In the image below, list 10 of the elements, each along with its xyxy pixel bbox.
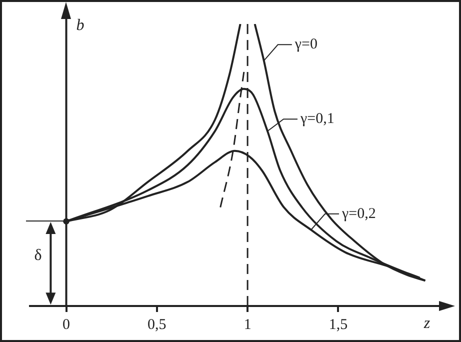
x-tick-label: 0 [62, 316, 70, 333]
x-axis-title: z [422, 315, 431, 332]
legend-label: γ=0 [294, 36, 318, 53]
x-tick-label: 1,5 [328, 316, 348, 333]
legend-label: γ=0,1 [300, 111, 334, 128]
y-axis-title: b [76, 17, 84, 34]
x-tick-label: 0,5 [148, 316, 166, 333]
x-tick-label: 1 [244, 316, 252, 333]
annotation: δ [34, 247, 42, 264]
legend-label: γ=0,2 [341, 206, 376, 222]
